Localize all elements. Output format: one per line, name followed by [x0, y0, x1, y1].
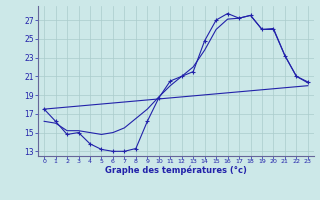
X-axis label: Graphe des températures (°c): Graphe des températures (°c)	[105, 166, 247, 175]
